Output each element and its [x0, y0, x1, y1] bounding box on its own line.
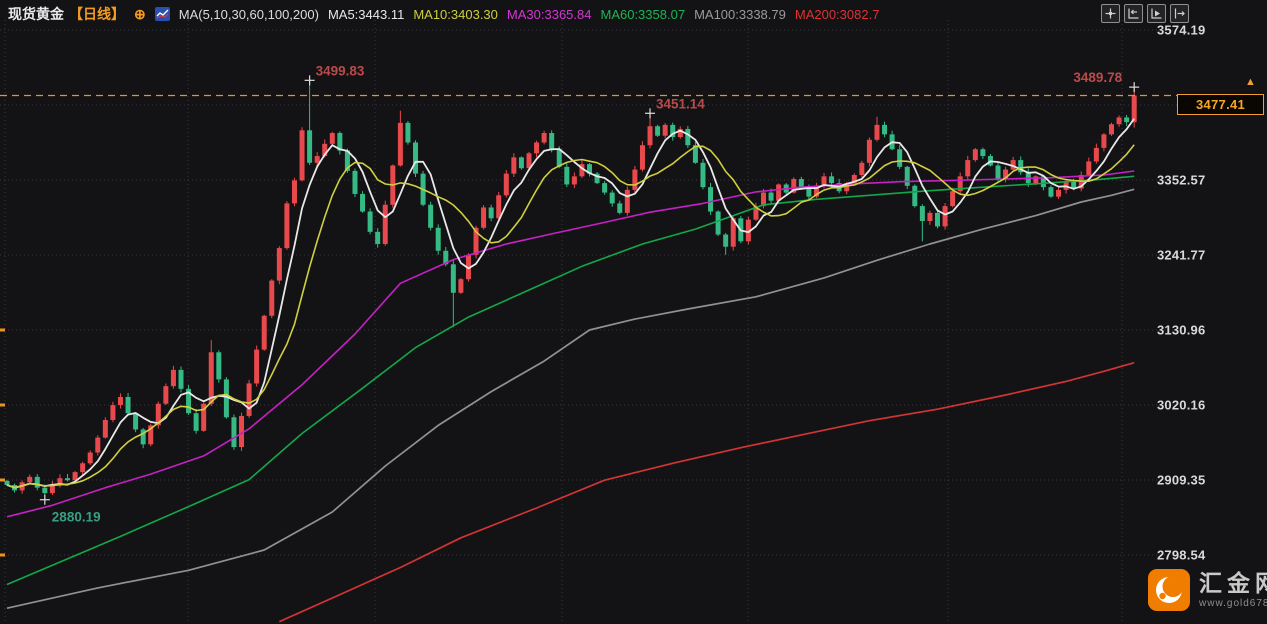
- play-forward-chart-icon[interactable]: [1147, 4, 1166, 23]
- ma100-value: MA100:3338.79: [694, 6, 786, 22]
- price-annotation: 3451.14: [656, 96, 705, 111]
- add-indicator-icon[interactable]: ⊕: [134, 6, 146, 22]
- y-axis-label: 3241.77: [1157, 247, 1206, 263]
- site-watermark: 汇金网 www.gold678.com: [1148, 569, 1267, 611]
- ma5-value: MA5:3443.11: [327, 6, 405, 22]
- ma5-line: [6, 118, 1135, 489]
- left-edge-tick: [0, 328, 5, 332]
- indicator-chart-icon[interactable]: [154, 7, 170, 21]
- ma10-line: [6, 144, 1135, 489]
- timeframe-label: 【日线】: [69, 6, 125, 22]
- site-url: www.gold678.com: [1199, 598, 1267, 610]
- y-axis-label: 3352.57: [1157, 172, 1206, 188]
- ma60-line: [6, 175, 1135, 586]
- price-annotation: 3499.83: [316, 63, 365, 78]
- left-edge-tick: [0, 553, 5, 557]
- last-price-box: 3477.41: [1177, 94, 1264, 115]
- chart-header: 现货黄金 【日线】 ⊕ MA(5,10,30,60,100,200) MA5:3…: [8, 2, 879, 26]
- ma100-line: [6, 188, 1135, 610]
- y-axis-label: 3130.96: [1157, 322, 1206, 338]
- price-up-arrow-icon: ▲: [1245, 76, 1256, 88]
- ma200-value: MA200:3082.7: [794, 6, 880, 22]
- left-edge-tick: [0, 403, 5, 407]
- price-annotation: 3489.78: [1073, 70, 1122, 85]
- ma10-value: MA10:3403.30: [413, 6, 498, 22]
- ma60-value: MA60:3358.07: [600, 6, 686, 22]
- grid-lines: [0, 20, 1180, 624]
- price-annotation: 2880.19: [52, 510, 101, 525]
- site-name: 汇金网: [1199, 570, 1267, 596]
- instrument-title: 现货黄金: [8, 6, 64, 22]
- zoom-out-chart-icon[interactable]: [1124, 4, 1143, 23]
- ma30-line: [6, 170, 1135, 518]
- y-axis-label: 2909.35: [1157, 472, 1206, 488]
- ma-settings-label: MA(5,10,30,60,100,200): [178, 6, 319, 22]
- y-axis-label: 3574.19: [1157, 22, 1206, 38]
- left-edge-tick: [0, 478, 5, 482]
- huijin-logo-icon: [1148, 569, 1190, 611]
- chart-toolbar: [1101, 4, 1189, 23]
- extreme-markers: [39, 75, 1140, 505]
- ma30-value: MA30:3365.84: [506, 6, 592, 22]
- candlestick-series: [4, 80, 1137, 500]
- go-to-latest-icon[interactable]: [1170, 4, 1189, 23]
- crosshair-icon[interactable]: [1101, 4, 1120, 23]
- y-axis-label: 3020.16: [1157, 397, 1206, 413]
- ma200-line: [278, 361, 1135, 623]
- y-axis-label: 2798.54: [1157, 547, 1206, 563]
